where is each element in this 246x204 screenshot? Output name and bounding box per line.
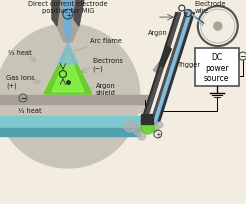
- Text: −: −: [20, 95, 26, 102]
- Polygon shape: [141, 114, 153, 124]
- Circle shape: [141, 120, 155, 134]
- Text: +: +: [155, 131, 161, 137]
- Bar: [0, 104, 148, 112]
- Bar: [0, 95, 148, 104]
- Text: Electrode
wire: Electrode wire: [195, 1, 226, 14]
- Bar: [0, 128, 140, 136]
- Text: ⅔ heat: ⅔ heat: [8, 50, 32, 56]
- Circle shape: [151, 124, 159, 132]
- Circle shape: [0, 25, 140, 168]
- Polygon shape: [52, 0, 60, 27]
- Text: Trigger: Trigger: [178, 62, 201, 68]
- Bar: [0, 116, 140, 130]
- Polygon shape: [58, 43, 78, 65]
- FancyBboxPatch shape: [195, 49, 239, 86]
- Circle shape: [157, 122, 163, 128]
- Polygon shape: [52, 0, 84, 43]
- Circle shape: [214, 23, 222, 31]
- Polygon shape: [63, 0, 73, 43]
- Text: Argon
shield: Argon shield: [96, 82, 116, 95]
- Text: +: +: [65, 11, 71, 20]
- Polygon shape: [159, 47, 171, 68]
- Polygon shape: [44, 47, 92, 94]
- Text: Arc flame: Arc flame: [75, 38, 122, 52]
- Polygon shape: [74, 0, 84, 27]
- Text: Electrons
(−): Electrons (−): [92, 58, 123, 71]
- Text: DC
power
source: DC power source: [204, 53, 230, 83]
- Polygon shape: [52, 53, 84, 93]
- Text: Argon: Argon: [148, 30, 168, 36]
- Text: −: −: [240, 52, 246, 61]
- Polygon shape: [153, 45, 181, 77]
- Circle shape: [133, 125, 143, 135]
- Text: ⅓ heat: ⅓ heat: [18, 108, 42, 113]
- Circle shape: [124, 120, 136, 132]
- Text: Direct current electrode
positive for MIG: Direct current electrode positive for MI…: [28, 1, 108, 14]
- Text: Gas ions
(+): Gas ions (+): [6, 75, 35, 88]
- Circle shape: [138, 132, 146, 140]
